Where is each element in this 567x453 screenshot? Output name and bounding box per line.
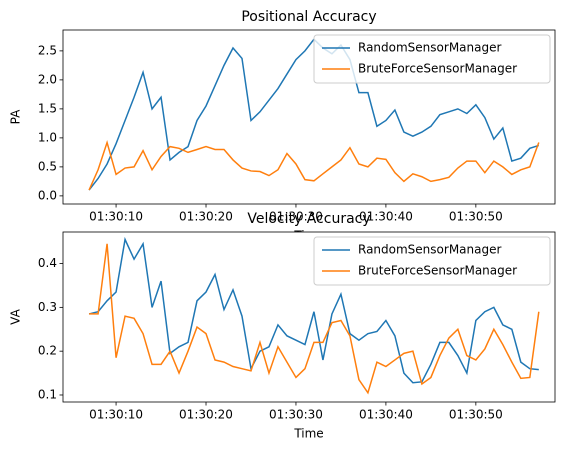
x-tick-label: 01:30:50 xyxy=(449,210,503,224)
y-tick-label: 0.4 xyxy=(38,256,57,270)
x-tick-label: 01:30:30 xyxy=(269,408,323,422)
y-axis-label: PA xyxy=(9,109,23,124)
x-tick-label: 01:30:40 xyxy=(359,408,413,422)
series-line xyxy=(88,139,540,191)
y-tick-label: 2.5 xyxy=(38,43,57,57)
y-tick-label: 2.0 xyxy=(38,72,57,86)
y-tick-label: 1.5 xyxy=(38,101,57,115)
legend-label: RandomSensorManager xyxy=(358,243,501,257)
x-tick-label: 01:30:30 xyxy=(269,210,323,224)
y-tick-label: 0.0 xyxy=(38,188,57,202)
y-tick-label: 0.5 xyxy=(38,159,57,173)
x-axis-label: Time xyxy=(293,427,323,441)
legend-box xyxy=(313,236,551,286)
chart-title: Velocity Accuracy xyxy=(247,211,370,227)
legend-box xyxy=(313,34,551,84)
y-tick-label: 0.2 xyxy=(38,344,57,358)
y-tick-label: 1.0 xyxy=(38,130,57,144)
legend-label: BruteForceSensorManager xyxy=(358,264,517,278)
y-axis-label: VA xyxy=(9,308,23,324)
series-line xyxy=(88,236,539,384)
x-tick-label: 01:30:20 xyxy=(179,210,233,224)
x-tick-label: 01:30:40 xyxy=(359,210,413,224)
series-line xyxy=(89,243,540,395)
x-tick-label: 01:30:20 xyxy=(179,408,233,422)
legend-label: RandomSensorManager xyxy=(358,41,501,55)
x-tick-label: 01:30:10 xyxy=(89,408,143,422)
x-tick-label: 01:30:50 xyxy=(449,408,503,422)
chart-title: Positional Accuracy xyxy=(241,9,376,25)
y-tick-label: 0.3 xyxy=(38,300,57,314)
y-tick-label: 0.1 xyxy=(38,387,57,401)
x-tick-label: 01:30:10 xyxy=(89,210,143,224)
legend-label: BruteForceSensorManager xyxy=(358,62,517,76)
